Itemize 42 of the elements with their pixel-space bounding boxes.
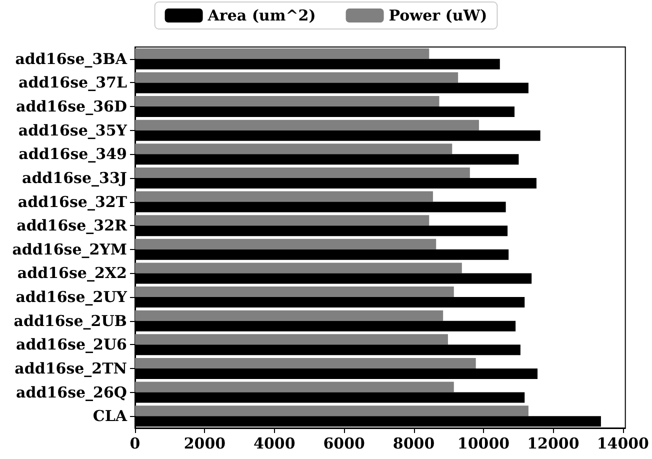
y-tick-label: add16se_2TN: [14, 359, 128, 378]
bar: [135, 382, 454, 392]
bar: [135, 120, 479, 130]
bar: [135, 286, 454, 298]
bar: [135, 238, 436, 250]
y-tick-label: add16se_2U6: [16, 336, 127, 354]
x-tick-label: 14000: [596, 434, 649, 452]
y-tick-label: add16se_32R: [16, 216, 128, 235]
bar: [135, 96, 440, 107]
y-tick-label: add16se_36D: [16, 98, 127, 116]
y-tick-label: add16se_2YM: [12, 240, 127, 258]
bar: [135, 262, 462, 274]
y-tick-label: add16se_35Y: [18, 121, 128, 140]
y-tick-label: add16se_32T: [18, 192, 128, 211]
bar: [135, 334, 448, 345]
bar: [135, 72, 458, 83]
y-tick-label: add16se_2X2: [17, 264, 127, 282]
y-tick-label: add16se_33J: [22, 168, 127, 187]
bar: [135, 358, 476, 368]
bar: [135, 144, 452, 154]
legend-label: Power (uW): [388, 6, 488, 24]
bar: [135, 48, 430, 59]
y-tick-label: add16se_2UB: [14, 312, 127, 330]
x-tick-label: 12000: [527, 434, 580, 452]
x-tick-label: 2000: [184, 434, 226, 452]
y-tick-label: add16se_3BA: [15, 50, 128, 68]
y-tick-label: CLA: [92, 407, 128, 426]
x-tick-label: 8000: [392, 434, 435, 452]
y-tick-label: add16se_2UY: [16, 288, 128, 306]
bar: [135, 215, 430, 226]
y-tick-label: add16se_26Q: [16, 383, 127, 402]
bar: [135, 310, 444, 321]
y-tick-label: add16se_37L: [18, 74, 128, 92]
x-tick-label: 0: [130, 434, 140, 452]
bar: [135, 406, 528, 416]
x-tick-label: 10000: [457, 434, 510, 452]
bar: [135, 167, 470, 178]
bar: [135, 191, 433, 202]
x-tick-label: 4000: [254, 434, 296, 452]
y-tick-label: add16se_349: [18, 145, 127, 164]
legend-label: Area (um^2): [206, 6, 316, 24]
x-tick-label: 6000: [323, 434, 365, 452]
